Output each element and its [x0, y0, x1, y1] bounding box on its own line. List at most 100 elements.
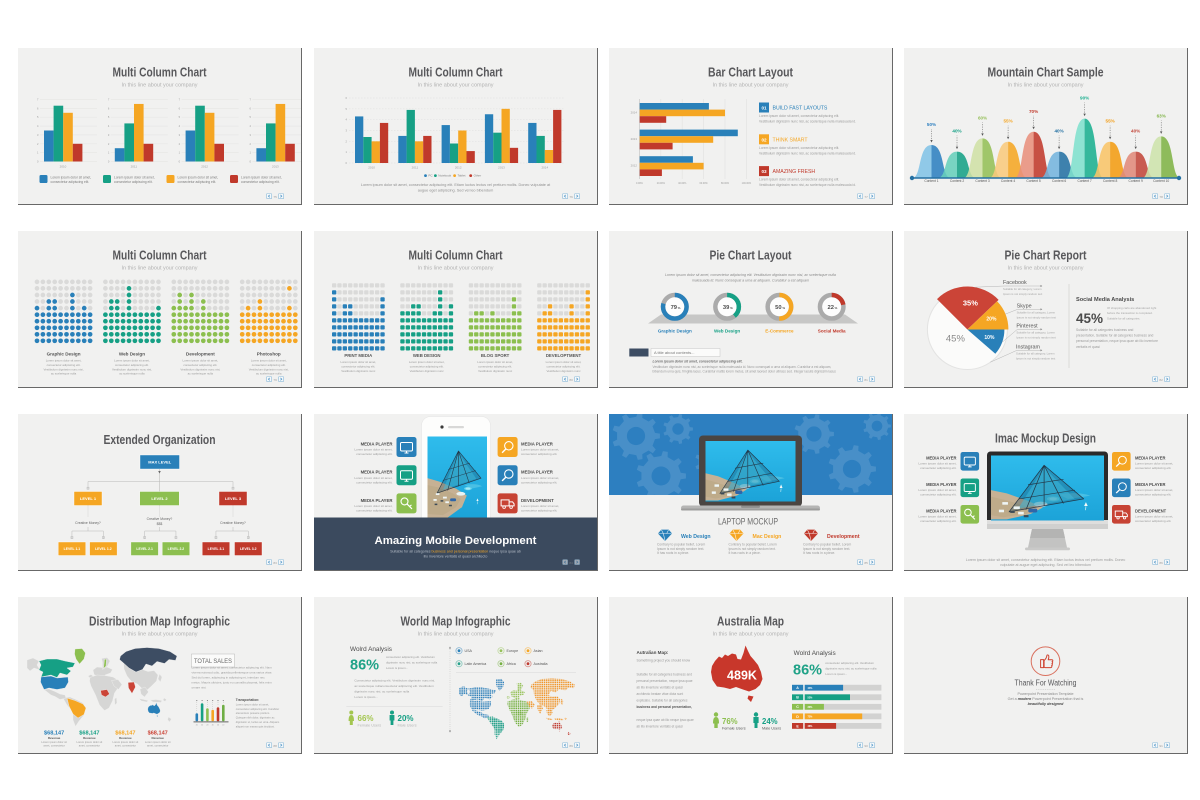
- svg-text:Lorem ipsum dolor sit amet,: Lorem ipsum dolor sit amet,: [183, 358, 219, 362]
- svg-text:20%: 20%: [987, 316, 998, 322]
- svg-text:D: D: [796, 715, 799, 719]
- svg-text:$68,147: $68,147: [44, 730, 64, 736]
- svg-text:5: 5: [250, 115, 252, 119]
- svg-text:40.00%: 40.00%: [678, 182, 687, 185]
- svg-text:Revenue: Revenue: [84, 736, 97, 740]
- svg-text:20%: 20%: [397, 714, 413, 723]
- svg-text:75: 75: [274, 194, 278, 198]
- svg-text:It has roots in a piece.: It has roots in a piece.: [657, 551, 689, 555]
- svg-text:0: 0: [250, 159, 252, 163]
- svg-text:7: 7: [250, 97, 252, 101]
- svg-text:76: 76: [569, 194, 573, 198]
- svg-text:Suitable for all category, Lor: Suitable for all category, Lorem: [1016, 351, 1055, 355]
- svg-text:LEVEL 2.2: LEVEL 2.2: [168, 547, 185, 551]
- svg-text:0: 0: [179, 159, 181, 163]
- svg-text:83: 83: [274, 561, 278, 565]
- svg-text:Development: Development: [827, 534, 860, 540]
- svg-text:Vestibulum dignissim nunc nisi: Vestibulum dignissim nunc nisi, ac scele…: [759, 119, 856, 123]
- svg-text:USA: USA: [464, 649, 472, 653]
- svg-text:35%: 35%: [963, 298, 978, 307]
- svg-text:Revenue: Revenue: [120, 736, 133, 740]
- svg-text:MEDIA PLAYER: MEDIA PLAYER: [360, 441, 393, 446]
- svg-text:7: 7: [108, 97, 110, 101]
- svg-text:2014: 2014: [631, 110, 638, 114]
- svg-text:Multi Column Chart: Multi Column Chart: [408, 247, 502, 262]
- svg-text:89: 89: [569, 744, 573, 748]
- svg-text:BUILD FAST LAYOUTS: BUILD FAST LAYOUTS: [773, 105, 828, 111]
- svg-text:Lorem is ipsum...: Lorem is ipsum...: [386, 666, 408, 670]
- svg-text:consectetur adipiscing elit.: consectetur adipiscing elit.: [409, 364, 443, 368]
- svg-text:6: 6: [179, 106, 181, 110]
- svg-text:amet, consectetur: amet, consectetur: [44, 743, 65, 747]
- svg-text:Suitable for all categories bu: Suitable for all categories business and…: [390, 549, 521, 553]
- svg-text:6: 6: [250, 106, 252, 110]
- svg-text:malesuada id. Nunc consequat a: malesuada id. Nunc consequat a urna at a…: [692, 278, 809, 282]
- svg-text:consectetur adipiscing elit.: consectetur adipiscing elit.: [356, 452, 392, 456]
- svg-text:46%: 46%: [808, 725, 814, 728]
- svg-text:Lorem ipsum dolor sit amet,: Lorem ipsum dolor sit amet,: [1135, 461, 1173, 465]
- svg-text:6: 6: [345, 96, 347, 100]
- svg-text:86: 86: [1160, 561, 1164, 565]
- svg-text:bibendum urna quis, fringilla: bibendum urna quis, fringilla lacus. Cur…: [653, 369, 837, 373]
- svg-text:82: 82: [1160, 377, 1164, 381]
- svg-text:Lorem ipsum dolor sit amet, co: Lorem ipsum dolor sit amet, consectetur …: [192, 665, 273, 669]
- svg-text:amet, consectetur: amet, consectetur: [115, 743, 136, 747]
- svg-text:Vestibulum dignissim nunc nisi: Vestibulum dignissim nunc nisi, ac scele…: [759, 183, 856, 187]
- svg-text:DEVELOPMENT: DEVELOPMENT: [521, 498, 554, 503]
- svg-text:Vestibulum dignissim nunc nisi: Vestibulum dignissim nunc nisi,: [112, 367, 152, 371]
- svg-text:Lorem ipsum dolor sit amet, co: Lorem ipsum dolor sit amet, consectetur …: [759, 177, 839, 181]
- svg-text:LEVEL 3: LEVEL 3: [225, 496, 242, 501]
- svg-text:3: 3: [250, 132, 252, 136]
- svg-text:Female Users: Female Users: [722, 726, 746, 730]
- svg-text:2011: 2011: [411, 165, 418, 169]
- svg-text:20: 20: [207, 724, 209, 726]
- svg-text:consectetur adipiscing elit.: consectetur adipiscing elit. Vestibulum: [825, 661, 874, 665]
- svg-text:beautifully designed: beautifully designed: [1028, 702, 1064, 706]
- svg-text:Vestibulum dignissim nunc nisi: Vestibulum dignissim nunc nisi,: [44, 367, 84, 371]
- svg-text:MEDIA PLAYER: MEDIA PLAYER: [1135, 455, 1165, 460]
- svg-text:veritatis et quasi: veritatis et quasi: [1076, 344, 1100, 348]
- svg-text:1: 1: [345, 150, 347, 154]
- svg-text:Lorem ipsum dolor sit amet,: Lorem ipsum dolor sit amet,: [1135, 488, 1173, 492]
- svg-text:10%: 10%: [985, 335, 996, 341]
- svg-text:Quisque nibh dolor, dignissim: Quisque nibh dolor, dignissim ac: [236, 715, 275, 719]
- svg-text:Sed dui lorem, adipiscing in a: Sed dui lorem, adipiscing in adipiscing …: [192, 675, 266, 679]
- svg-text:Autralian Map:: Autralian Map:: [637, 650, 669, 655]
- svg-text:4: 4: [108, 124, 110, 128]
- svg-text:Pinterest: Pinterest: [1017, 323, 1039, 329]
- svg-text:Something project you should: Something project you should know: [637, 658, 691, 662]
- svg-text:1: 1: [250, 150, 252, 154]
- svg-text:dignissim ut, luctus ac urna.: dignissim ut, luctus ac urna. Aliquam: [236, 720, 280, 724]
- svg-text:E: E: [796, 724, 799, 728]
- svg-text:81: 81: [864, 377, 868, 381]
- svg-text:Content 4: Content 4: [1001, 178, 1015, 182]
- svg-text:90%: 90%: [1080, 95, 1089, 100]
- svg-text:augue eget adipiscing. Sed vel: augue eget adipiscing. Sed vel leo biben…: [417, 188, 493, 192]
- svg-text:MEDIA PLAYER: MEDIA PLAYER: [521, 441, 554, 446]
- svg-text:Lorem ipsum dolor sit amet, co: Lorem ipsum dolor sit amet, consectetur …: [653, 359, 743, 363]
- svg-text:BLOG SPORT: BLOG SPORT: [481, 353, 510, 358]
- svg-text:consectetur adipiscing elit.: consectetur adipiscing elit.: [114, 179, 153, 183]
- svg-text:0.00%: 0.00%: [636, 182, 644, 185]
- svg-text:WEB DESIGN: WEB DESIGN: [413, 353, 441, 358]
- svg-text:architecto beatae vitae dic: architecto beatae vitae dicta sunt: [637, 692, 684, 696]
- svg-text:2013: 2013: [272, 164, 279, 168]
- svg-text:Lorem ipsum dolor sit: Lorem ipsum dolor sit: [77, 740, 103, 744]
- svg-text:amet, consectetur: amet, consectetur: [79, 743, 100, 747]
- svg-text:Social Media Analysis: Social Media Analysis: [1076, 297, 1134, 303]
- svg-text:3: 3: [37, 132, 39, 136]
- svg-text:In this line about your compan: In this line about your company: [713, 82, 789, 88]
- svg-text:5: 5: [345, 106, 347, 110]
- svg-text:78: 78: [1160, 194, 1164, 198]
- svg-text:Content 1: Content 1: [925, 178, 939, 182]
- svg-text:Extended Organization: Extended Organization: [104, 432, 216, 447]
- svg-text:50: 50: [775, 304, 781, 310]
- svg-text:Lorem ipsum dolor sit amet,: Lorem ipsum dolor sit amet,: [354, 476, 392, 480]
- svg-text:consectetur adipiscing elit.: consectetur adipiscing elit.: [252, 362, 286, 366]
- svg-text:consectetur adipiscing elit.: consectetur adipiscing elit.: [921, 492, 957, 496]
- svg-text:Lorem ipsum dolor sit amet, co: Lorem ipsum dolor sit amet, consectetur …: [361, 183, 551, 187]
- svg-text:Lorem ipsum dolor sit: Lorem ipsum dolor sit: [42, 740, 68, 744]
- svg-text:6: 6: [108, 106, 110, 110]
- svg-text:Contrary to popular belief, Lo: Contrary to popular belief, Lorem: [729, 542, 777, 546]
- svg-text:Lorem ipsum dolor sit amet,: Lorem ipsum dolor sit amet,: [236, 702, 269, 706]
